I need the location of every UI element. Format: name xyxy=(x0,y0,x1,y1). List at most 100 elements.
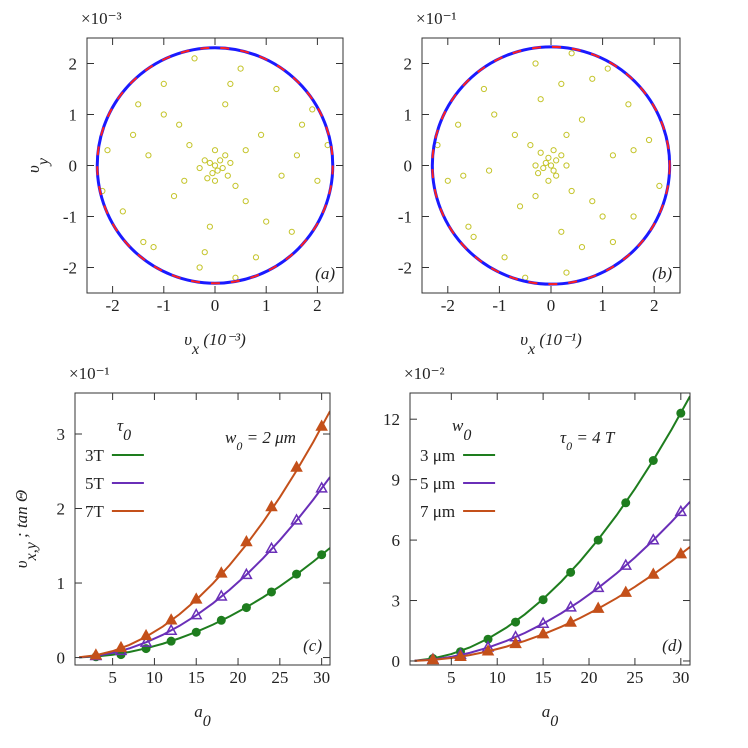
scatter-point xyxy=(563,269,570,276)
scatter-point xyxy=(527,142,534,149)
marker xyxy=(315,481,328,493)
scatter-point xyxy=(201,157,208,164)
scatter-point xyxy=(558,228,565,235)
annotation-part: τ xyxy=(560,428,567,447)
boundary-circle xyxy=(96,46,334,285)
scatter-point xyxy=(550,167,557,174)
x-tick-label: 30 xyxy=(313,668,330,687)
annotation-part: w xyxy=(225,428,237,447)
fit-curve xyxy=(79,547,330,659)
marker xyxy=(216,615,226,625)
x-tick-label: 10 xyxy=(146,668,163,687)
y-tick-label: 9 xyxy=(392,471,401,490)
annotation: τ0 = 4 T xyxy=(560,428,616,453)
marker xyxy=(189,608,203,620)
y-tick-label: -1 xyxy=(63,208,77,227)
boundary-circle xyxy=(430,45,672,286)
scatter-point xyxy=(224,172,231,179)
scatter-point xyxy=(176,121,183,128)
x-axis-label-part: x xyxy=(191,341,199,358)
scatter-point xyxy=(314,177,321,184)
legend-label: 5 μm xyxy=(420,474,455,493)
scatter-point xyxy=(222,101,229,108)
scatter-point xyxy=(444,177,451,184)
y-tick-label: 2 xyxy=(57,500,66,519)
scatter-point xyxy=(293,152,301,159)
y-axis-label: υx,y ; tan Θ xyxy=(12,490,40,568)
legend-label: 7 μm xyxy=(420,502,455,521)
x-axis-label-part: υ xyxy=(184,330,192,349)
fit-curve xyxy=(414,501,690,662)
fit-curve xyxy=(414,395,690,662)
marker xyxy=(166,636,176,646)
marker xyxy=(564,600,577,612)
marker xyxy=(215,566,228,578)
scatter-point xyxy=(485,167,493,174)
scatter-point xyxy=(222,152,229,159)
marker xyxy=(564,615,577,627)
multiplier: ×10⁻² xyxy=(404,364,445,383)
y-axis-label-part: ; tan Θ xyxy=(12,490,31,542)
marker xyxy=(241,603,251,613)
scatter-point xyxy=(237,65,244,72)
y-tick-label: 2 xyxy=(69,55,78,74)
scatter-point xyxy=(480,85,488,93)
scatter-point xyxy=(609,238,617,246)
x-tick-label: 15 xyxy=(188,668,205,687)
scatter-point xyxy=(278,172,285,179)
scatter-point xyxy=(206,159,213,167)
scatter-point xyxy=(537,96,544,103)
legend-title: τ0 xyxy=(117,416,131,444)
marker xyxy=(114,640,128,653)
x-axis-label-part: (10⁻³) xyxy=(199,330,246,349)
scatter-point xyxy=(609,152,617,159)
scatter-point xyxy=(145,152,152,159)
marker xyxy=(454,649,467,661)
y-axis-label-part: υ xyxy=(24,165,43,173)
x-axis-label-part: a xyxy=(194,702,203,721)
x-tick-label: 20 xyxy=(581,668,598,687)
y-tick-label: 0 xyxy=(57,649,66,668)
scatter-point xyxy=(589,75,596,82)
legend-label: 7T xyxy=(85,502,105,521)
marker xyxy=(139,628,153,641)
x-axis-label-part: 0 xyxy=(550,713,558,730)
y-tick-label: 3 xyxy=(392,592,401,611)
scatter-point xyxy=(196,164,203,172)
x-axis-label-part: x xyxy=(527,341,535,358)
scatter-point xyxy=(532,60,539,67)
scatter-point xyxy=(181,177,188,184)
boundary-circle xyxy=(95,46,335,285)
scatter-point xyxy=(257,131,265,138)
y-tick-label: 0 xyxy=(69,157,78,176)
x-tick-label: 25 xyxy=(626,668,643,687)
y-tick-label: 6 xyxy=(392,531,401,550)
panel-label: (a) xyxy=(315,264,335,283)
scatter-point xyxy=(532,193,539,200)
x-tick-label: 20 xyxy=(230,668,247,687)
scatter-point xyxy=(298,121,306,128)
y-tick-label: 1 xyxy=(69,106,78,125)
annotation-part: 0 xyxy=(566,439,572,453)
scatter-point xyxy=(599,213,606,220)
marker xyxy=(621,498,631,508)
scatter-point xyxy=(550,147,557,154)
marker xyxy=(290,513,303,525)
scatter-point xyxy=(645,136,653,144)
scatter-point xyxy=(135,101,142,108)
scatter-point xyxy=(242,147,249,154)
scatter-point xyxy=(288,228,295,235)
multiplier: ×10⁻¹ xyxy=(416,9,457,28)
x-tick-label: 15 xyxy=(535,668,552,687)
fit-curve xyxy=(79,476,330,659)
scatter-point xyxy=(211,147,219,154)
multiplier: ×10⁻¹ xyxy=(69,364,110,383)
scatter-point xyxy=(211,177,219,184)
scatter-point xyxy=(252,254,260,261)
scatter-point xyxy=(201,249,208,256)
scatter-point xyxy=(150,244,157,251)
scatter-point xyxy=(568,187,575,195)
legend-label: 3T xyxy=(85,446,105,465)
scatter-point xyxy=(170,193,178,200)
legend-title-part: 0 xyxy=(463,427,471,444)
